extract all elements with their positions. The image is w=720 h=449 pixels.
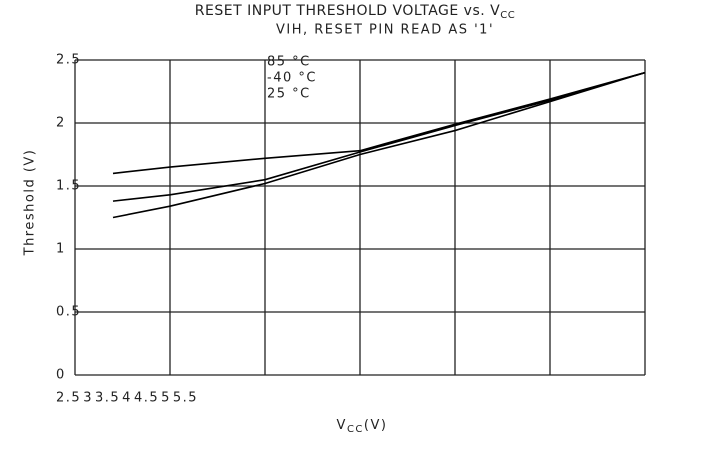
line-series	[112, 71, 646, 202]
x-tick-label: 2.5	[56, 391, 81, 406]
y-tick-label: 1.5	[56, 179, 81, 194]
legend-label: 25 °C	[267, 87, 311, 102]
line-series	[112, 71, 646, 175]
x-label-unit: (V)	[364, 418, 388, 433]
chart-title: RESET INPUT THRESHOLD VOLTAGE vs. VCC	[195, 3, 515, 21]
legend-label: 85 °C	[267, 55, 311, 70]
title-main: RESET INPUT THRESHOLD VOLTAGE vs. V	[195, 3, 500, 19]
x-tick-label: 5	[161, 391, 171, 406]
x-tick-label: 4	[122, 391, 132, 406]
y-tick-label: 2.5	[56, 53, 81, 68]
x-label-sub: CC	[347, 424, 364, 435]
line-series	[112, 71, 646, 219]
title-sub: CC	[500, 10, 515, 21]
x-tick-label: 5.5	[173, 391, 198, 406]
y-tick-label: 2	[56, 116, 66, 131]
y-axis-label: Threshold (V)	[23, 149, 38, 257]
y-tick-label: 0.5	[56, 305, 81, 320]
x-tick-label: 4.5	[134, 391, 159, 406]
x-tick-label: 3	[83, 391, 93, 406]
y-tick-label: 1	[56, 242, 66, 257]
y-tick-label: 0	[56, 368, 66, 383]
x-axis-label: VCC(V)	[337, 418, 388, 436]
x-label-main: V	[337, 418, 347, 433]
legend-label: -40 °C	[267, 71, 317, 86]
x-tick-label: 3.5	[95, 391, 120, 406]
chart-subtitle: VIH, RESET PIN READ AS '1'	[276, 23, 494, 38]
